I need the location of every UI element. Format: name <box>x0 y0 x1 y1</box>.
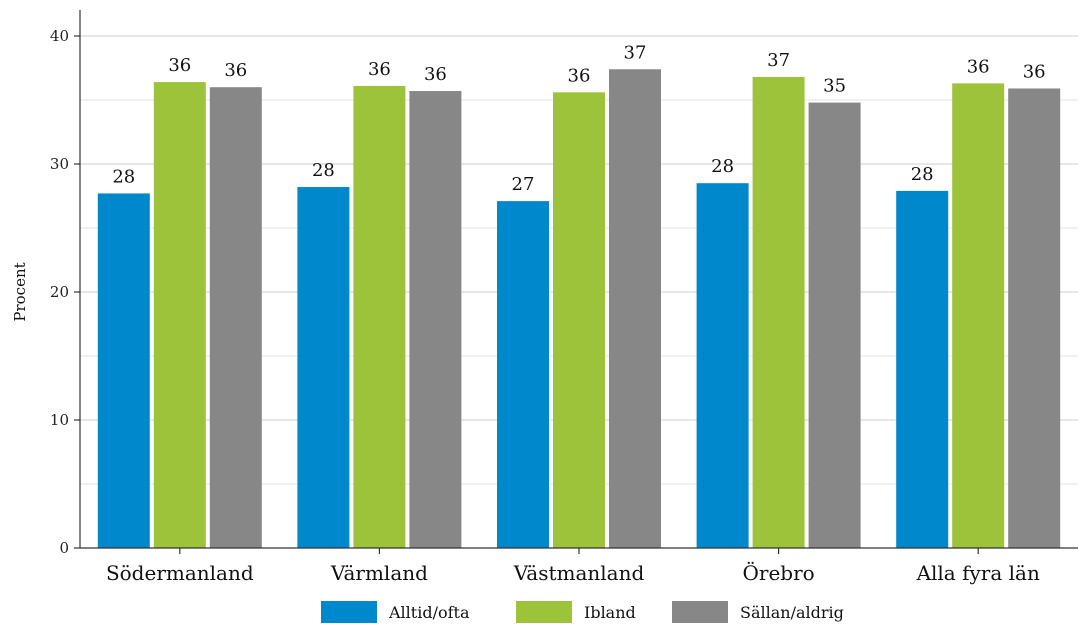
legend-swatch <box>516 601 572 623</box>
data-label: 28 <box>911 164 934 185</box>
data-label: 36 <box>168 55 191 76</box>
bar-södermanland-ibland <box>153 82 206 548</box>
bar-värmland-alltid-ofta <box>297 187 350 549</box>
x-category-label: Värmland <box>330 561 428 585</box>
data-label: 28 <box>312 160 335 181</box>
legend: Alltid/ofta Ibland Sällan/aldrig <box>321 601 844 623</box>
bar-alla-fyra-län-ibland <box>952 83 1005 549</box>
bar-värmland-sällan-aldrig <box>409 91 462 548</box>
data-label: 27 <box>512 174 535 195</box>
y-tick-label: 0 <box>59 539 69 557</box>
bar-värmland-ibland <box>353 85 406 549</box>
y-tick-label: 40 <box>50 27 69 45</box>
bar-örebro-ibland <box>752 76 805 549</box>
bar-örebro-alltid-ofta <box>696 183 749 548</box>
legend-label: Sällan/aldrig <box>740 603 844 622</box>
bar-alla-fyra-län-sällan-aldrig <box>1008 88 1061 548</box>
legend-label: Alltid/ofta <box>388 603 470 622</box>
legend-swatch <box>321 601 377 623</box>
x-axis: Södermanland Värmland Västmanland Örebro All… <box>80 547 1078 585</box>
data-label: 37 <box>767 50 790 71</box>
data-label: 36 <box>568 65 591 86</box>
bar-södermanland-sällan-aldrig <box>209 87 262 548</box>
y-tick-label: 10 <box>50 411 69 429</box>
data-label: 36 <box>368 59 391 80</box>
legend-label: Ibland <box>584 603 636 622</box>
legend-swatch <box>672 601 728 623</box>
bar-örebro-sällan-aldrig <box>808 102 861 548</box>
bar-alla-fyra-län-alltid-ofta <box>896 190 949 548</box>
bar-västmanland-sällan-aldrig <box>609 69 661 548</box>
y-axis-label: Procent <box>11 262 29 321</box>
x-category-label: Västmanland <box>513 561 645 585</box>
bar-västmanland-alltid-ofta <box>497 201 549 548</box>
bars: 28 36 36 28 36 36 27 36 37 28 37 35 28 36 36 <box>97 42 1061 549</box>
data-label: 28 <box>711 156 734 177</box>
data-label: 36 <box>224 60 247 81</box>
data-label: 37 <box>624 42 647 63</box>
x-category-label: Örebro <box>742 560 814 585</box>
x-category-label: Alla fyra län <box>916 561 1040 585</box>
data-label: 35 <box>823 76 846 97</box>
y-axis: 0 10 20 30 40 <box>50 10 81 557</box>
bar-västmanland-ibland <box>553 92 605 548</box>
data-label: 36 <box>1023 61 1046 82</box>
bar-södermanland-alltid-ofta <box>97 193 150 548</box>
data-label: 36 <box>424 64 447 85</box>
y-tick-label: 30 <box>50 155 69 173</box>
data-label: 36 <box>967 56 990 77</box>
data-label: 28 <box>112 166 135 187</box>
x-category-label: Södermanland <box>106 561 254 585</box>
y-tick-label: 20 <box>50 283 69 301</box>
